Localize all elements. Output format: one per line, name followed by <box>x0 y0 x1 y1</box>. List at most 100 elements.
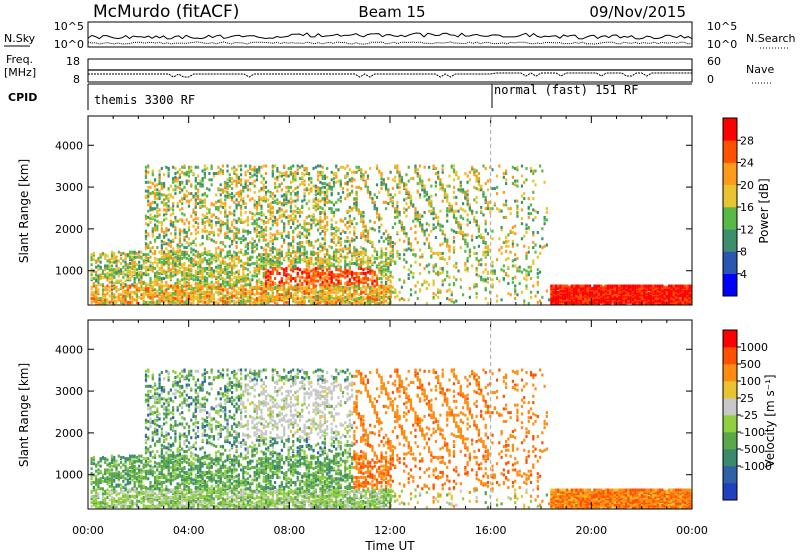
echo-cell <box>375 253 379 257</box>
echo-cell <box>287 185 290 189</box>
echo-cell <box>332 236 336 240</box>
echo-cell <box>480 233 483 237</box>
echo-cell <box>323 284 327 288</box>
echo-cell <box>160 270 163 274</box>
echo-cell <box>378 266 381 270</box>
echo-cell <box>323 182 327 186</box>
echo-cell <box>178 285 182 289</box>
echo-cell <box>97 256 100 260</box>
echo-cell <box>129 300 132 304</box>
echo-cell <box>364 266 367 270</box>
echo-cell <box>505 249 508 253</box>
echo-cell <box>144 217 148 221</box>
echo-cell <box>215 285 218 289</box>
echo-cell <box>348 243 351 247</box>
echo-cell <box>459 278 462 282</box>
echo-cell <box>124 263 127 267</box>
echo-cell <box>203 256 206 260</box>
echo-cell <box>353 284 356 288</box>
echo-cell <box>387 202 390 206</box>
echo-cell <box>330 178 333 182</box>
echo-cell <box>273 236 277 240</box>
echo-cell <box>153 300 157 304</box>
echo-cell <box>144 174 148 178</box>
echo-cell <box>172 223 175 227</box>
echo-cell <box>326 220 329 224</box>
echo-cell <box>133 270 136 274</box>
echo-cell <box>178 183 182 187</box>
echo-cell <box>267 218 270 222</box>
echo-cell <box>149 264 152 268</box>
echo-cell <box>323 193 327 197</box>
echo-cell <box>477 259 481 263</box>
echo-cell <box>416 189 419 193</box>
echo-cell <box>208 261 211 265</box>
echo-cell <box>434 225 437 229</box>
echo-cell <box>280 254 283 258</box>
echo-cell <box>364 179 367 183</box>
echo-cell <box>178 299 182 303</box>
echo-cell <box>172 208 175 212</box>
echo-cell <box>230 273 234 277</box>
echo-cell <box>303 248 306 252</box>
echo-cell <box>158 236 161 240</box>
echo-cell <box>294 227 297 231</box>
echo-cell <box>260 292 263 296</box>
echo-cell <box>332 273 336 277</box>
echo-cell <box>138 287 141 291</box>
echo-cell <box>269 253 272 257</box>
echo-cell <box>258 203 261 207</box>
echo-cell <box>337 179 340 183</box>
echo-cell <box>441 251 444 255</box>
echo-cell <box>326 284 329 288</box>
echo-cell <box>192 294 195 298</box>
echo-cell <box>235 173 238 177</box>
echo-cell <box>428 244 431 248</box>
echo-cell <box>486 280 490 284</box>
echo-cell <box>253 205 256 209</box>
echo-cell <box>187 282 191 286</box>
echo-cell <box>491 207 494 211</box>
echo-cell <box>337 264 340 268</box>
echo-cell <box>285 174 288 178</box>
echo-cell <box>339 294 342 298</box>
echo-cell <box>233 265 236 269</box>
echo-cell <box>176 219 179 223</box>
echo-cell <box>495 185 499 189</box>
echo-cell <box>196 188 200 192</box>
echo-cell <box>323 253 327 257</box>
echo-cell <box>369 219 372 223</box>
echo-cell <box>106 298 109 302</box>
echo-cell <box>185 297 188 301</box>
echo-cell <box>373 302 376 305</box>
echo-cell <box>169 213 172 217</box>
echo-cell <box>357 212 360 216</box>
echo-cell <box>498 164 501 168</box>
echo-cell <box>437 270 440 274</box>
echo-cell <box>357 271 360 275</box>
echo-cell <box>500 209 503 213</box>
echo-cell <box>283 213 286 217</box>
echo-cell <box>194 210 197 214</box>
echo-cell <box>455 217 458 221</box>
echo-cell <box>337 238 340 242</box>
echo-cell <box>221 270 225 274</box>
echo-cell <box>296 250 299 254</box>
freq-tick-bottom: 8 <box>73 73 80 86</box>
echo-cell <box>273 263 277 267</box>
echo-cell <box>151 227 154 231</box>
echo-cell <box>174 287 177 291</box>
echo-cell <box>183 246 186 250</box>
echo-cell <box>502 269 505 273</box>
echo-cell <box>362 298 365 302</box>
echo-cell <box>339 248 342 252</box>
echo-cell <box>230 239 234 243</box>
echo-cell <box>235 232 238 236</box>
echo-cell <box>244 302 247 305</box>
echo-cell <box>298 247 302 251</box>
echo-cell <box>233 169 236 173</box>
echo-cell <box>183 222 186 226</box>
echo-cell <box>246 232 250 236</box>
echo-cell <box>276 293 279 297</box>
echo-cell <box>226 190 229 194</box>
